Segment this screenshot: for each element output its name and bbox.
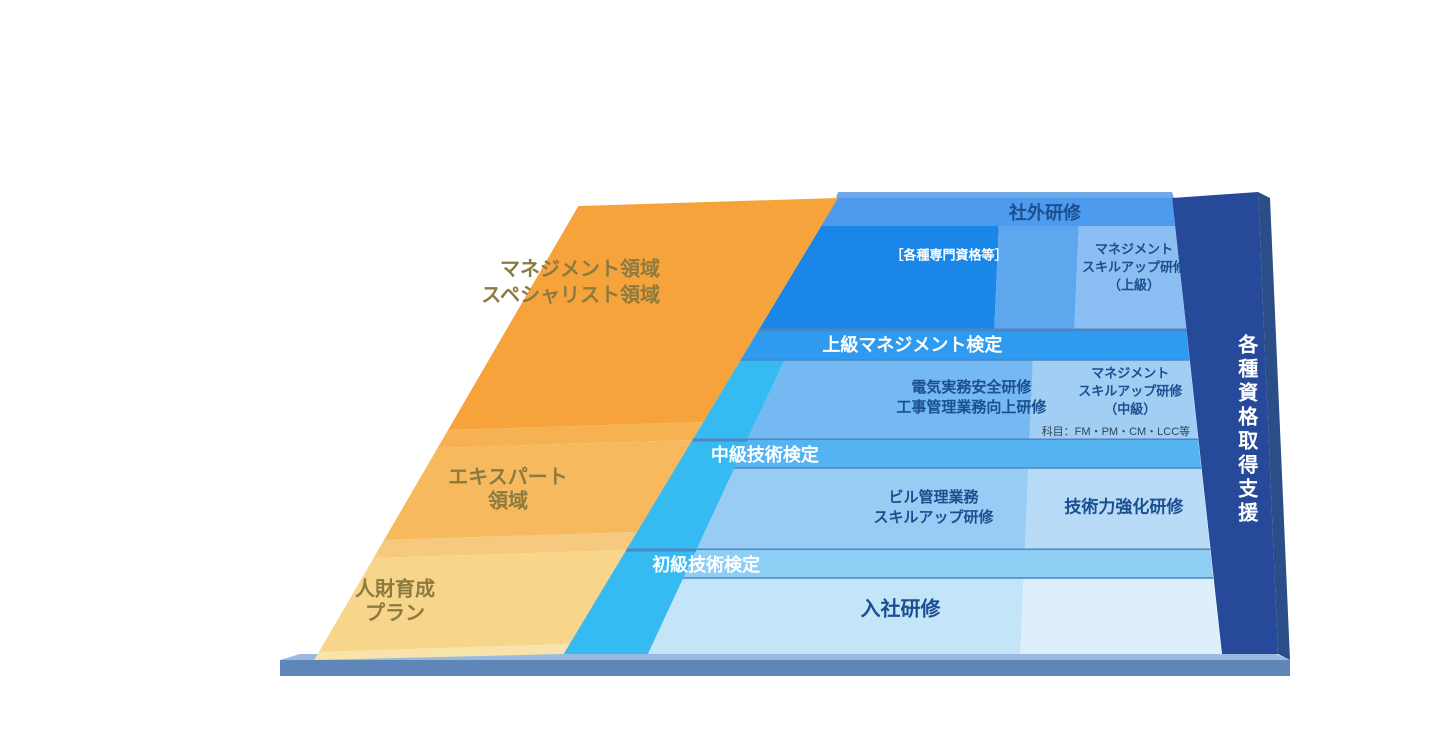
stair-top-label-2: スペシャリスト領域 [481, 282, 660, 306]
lv2-title: 中級技術検定 [711, 444, 819, 465]
lv3-r3: （中級） [1104, 401, 1156, 416]
lv4-r3: （上級） [1108, 277, 1160, 292]
stair-mid-label-1: エキスパート [448, 465, 567, 488]
lv4-title-band [821, 198, 1175, 226]
lv3-r2: スキルアップ研修 [1078, 383, 1183, 398]
lv4-r1: マネジメント [1095, 241, 1173, 256]
base-front [280, 660, 1290, 676]
lv3-r1: マネジメント [1091, 365, 1169, 380]
lv3-title: 上級マネジメント検定 [822, 334, 1002, 355]
lv3-note: 科目：FM・PM・CM・LCC等 [1042, 424, 1191, 438]
lv4-r2: スキルアップ研修 [1082, 259, 1187, 274]
lv1-m: 入社研修 [860, 596, 941, 620]
lv4-sub: ［各種専門資格等］ [890, 247, 1007, 262]
lv2-r: 技術力強化研修 [1064, 496, 1184, 516]
lv2-m2: スキルアップ研修 [873, 508, 994, 526]
right-bar-label: 各種資格取得支援 [1235, 333, 1259, 526]
lv2-m1: ビル管理業務 [888, 488, 979, 506]
training-pyramid-diagram: 各種資格取得支援 マネジメント領域スペシャリスト領域エキスパート領域人財育成プラン… [0, 0, 1440, 735]
lv4-title: 社外研修 [1009, 202, 1082, 223]
stair-mid-label-2: 領域 [488, 488, 528, 512]
stair-bot-label-1: 人財育成 [355, 576, 435, 600]
stair-top-label-1: マネジメント領域 [500, 256, 660, 280]
lv3-m1: 電気実務安全研修 [911, 378, 1032, 396]
pyramid-top-bevel [836, 192, 1174, 198]
lv3-m2: 工事管理業務向上研修 [896, 398, 1047, 416]
lv1-title: 初級技術検定 [652, 554, 760, 575]
stair-bot-label-2: プラン [365, 601, 425, 624]
